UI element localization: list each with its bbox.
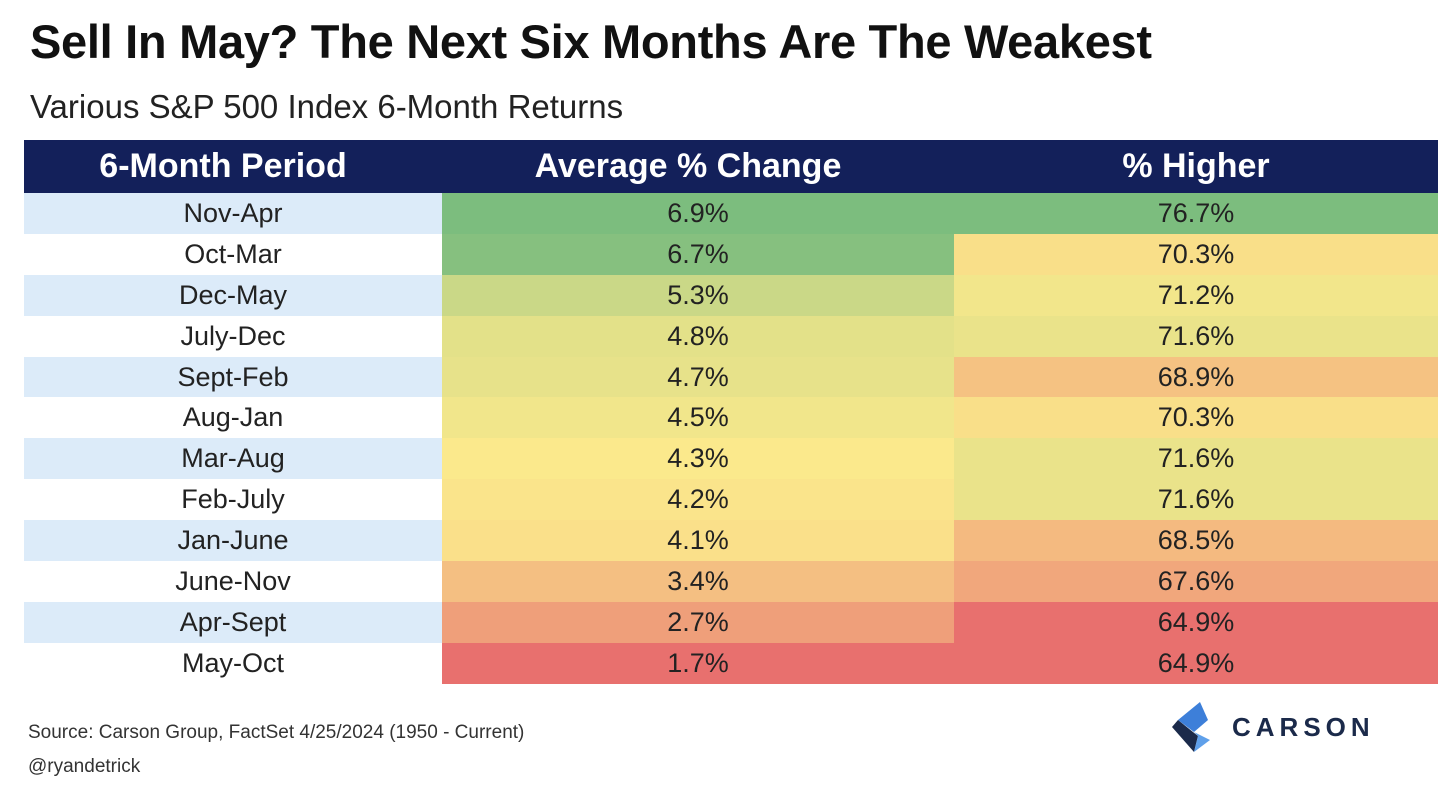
cell-percent-higher: 64.9% (954, 601, 1438, 643)
carson-logo: CARSON (1170, 702, 1400, 752)
table-row: Nov-Apr 6.9% 76.7% (24, 193, 1438, 234)
table-row: Mar-Aug 4.3% 71.6% (24, 438, 1438, 480)
table-row: May-Oct 1.7% 64.9% (24, 642, 1438, 684)
cell-period: Apr-Sept (24, 601, 442, 643)
table-row: Dec-May 5.3% 71.2% (24, 274, 1438, 316)
cell-average-change: 4.8% (442, 315, 954, 357)
cell-average-change: 5.3% (442, 274, 954, 316)
cell-period: May-Oct (24, 642, 442, 684)
cell-period: Sept-Feb (24, 356, 442, 398)
cell-percent-higher: 64.9% (954, 642, 1438, 684)
cell-percent-higher: 68.5% (954, 520, 1438, 562)
column-header-period: 6-Month Period (99, 147, 347, 185)
cell-average-change: 4.3% (442, 438, 954, 480)
cell-average-change: 6.7% (442, 233, 954, 275)
chart-subtitle: Various S&P 500 Index 6-Month Returns (30, 88, 624, 125)
cell-period: Mar-Aug (24, 438, 442, 480)
cell-percent-higher: 71.6% (954, 438, 1438, 480)
table-row: Jan-June 4.1% 68.5% (24, 520, 1438, 562)
cell-average-change: 2.7% (442, 601, 954, 643)
cell-percent-higher: 71.6% (954, 315, 1438, 357)
cell-percent-higher: 76.7% (954, 193, 1438, 234)
carson-chevron-icon (1172, 702, 1210, 752)
cell-percent-higher: 71.6% (954, 479, 1438, 521)
table-body: Nov-Apr 6.9% 76.7% Oct-Mar 6.7% 70.3% Dec-May 5… (24, 193, 1438, 684)
table-row: Apr-Sept 2.7% 64.9% (24, 601, 1438, 643)
cell-average-change: 4.7% (442, 356, 954, 398)
returns-table: 6-Month Period Average % Change % Higher… (24, 140, 1438, 684)
cell-period: Dec-May (24, 274, 442, 316)
table-row: Aug-Jan 4.5% 70.3% (24, 397, 1438, 439)
column-header-percent-higher: % Higher (1122, 147, 1270, 185)
cell-percent-higher: 70.3% (954, 397, 1438, 439)
table-row: Oct-Mar 6.7% 70.3% (24, 233, 1438, 275)
chart-title: Sell In May? The Next Six Months Are The… (30, 15, 1152, 68)
cell-period: June-Nov (24, 561, 442, 602)
cell-average-change: 4.2% (442, 479, 954, 521)
source-note: Source: Carson Group, FactSet 4/25/2024 … (28, 722, 525, 743)
cell-period: Jan-June (24, 520, 442, 562)
cell-period: Nov-Apr (24, 193, 442, 234)
cell-period: Aug-Jan (24, 397, 442, 439)
column-header-average-change: Average % Change (534, 147, 842, 185)
table-header: 6-Month Period Average % Change % Higher (24, 140, 1438, 193)
cell-average-change: 4.5% (442, 397, 954, 439)
table-row: Sept-Feb 4.7% 68.9% (24, 356, 1438, 398)
cell-period: Oct-Mar (24, 233, 442, 275)
cell-percent-higher: 71.2% (954, 274, 1438, 316)
cell-percent-higher: 68.9% (954, 356, 1438, 398)
cell-percent-higher: 67.6% (954, 561, 1438, 602)
table-row: Feb-July 4.2% 71.6% (24, 479, 1438, 521)
cell-percent-higher: 70.3% (954, 233, 1438, 275)
cell-average-change: 4.1% (442, 520, 954, 562)
cell-average-change: 3.4% (442, 561, 954, 602)
cell-period: Feb-July (24, 479, 442, 521)
carson-logo-text: CARSON (1232, 712, 1375, 742)
cell-average-change: 1.7% (442, 642, 954, 684)
cell-average-change: 6.9% (442, 193, 954, 234)
table-row: June-Nov 3.4% 67.6% (24, 561, 1438, 602)
cell-period: July-Dec (24, 315, 442, 357)
author-handle: @ryandetrick (28, 756, 141, 777)
table-row: July-Dec 4.8% 71.6% (24, 315, 1438, 357)
